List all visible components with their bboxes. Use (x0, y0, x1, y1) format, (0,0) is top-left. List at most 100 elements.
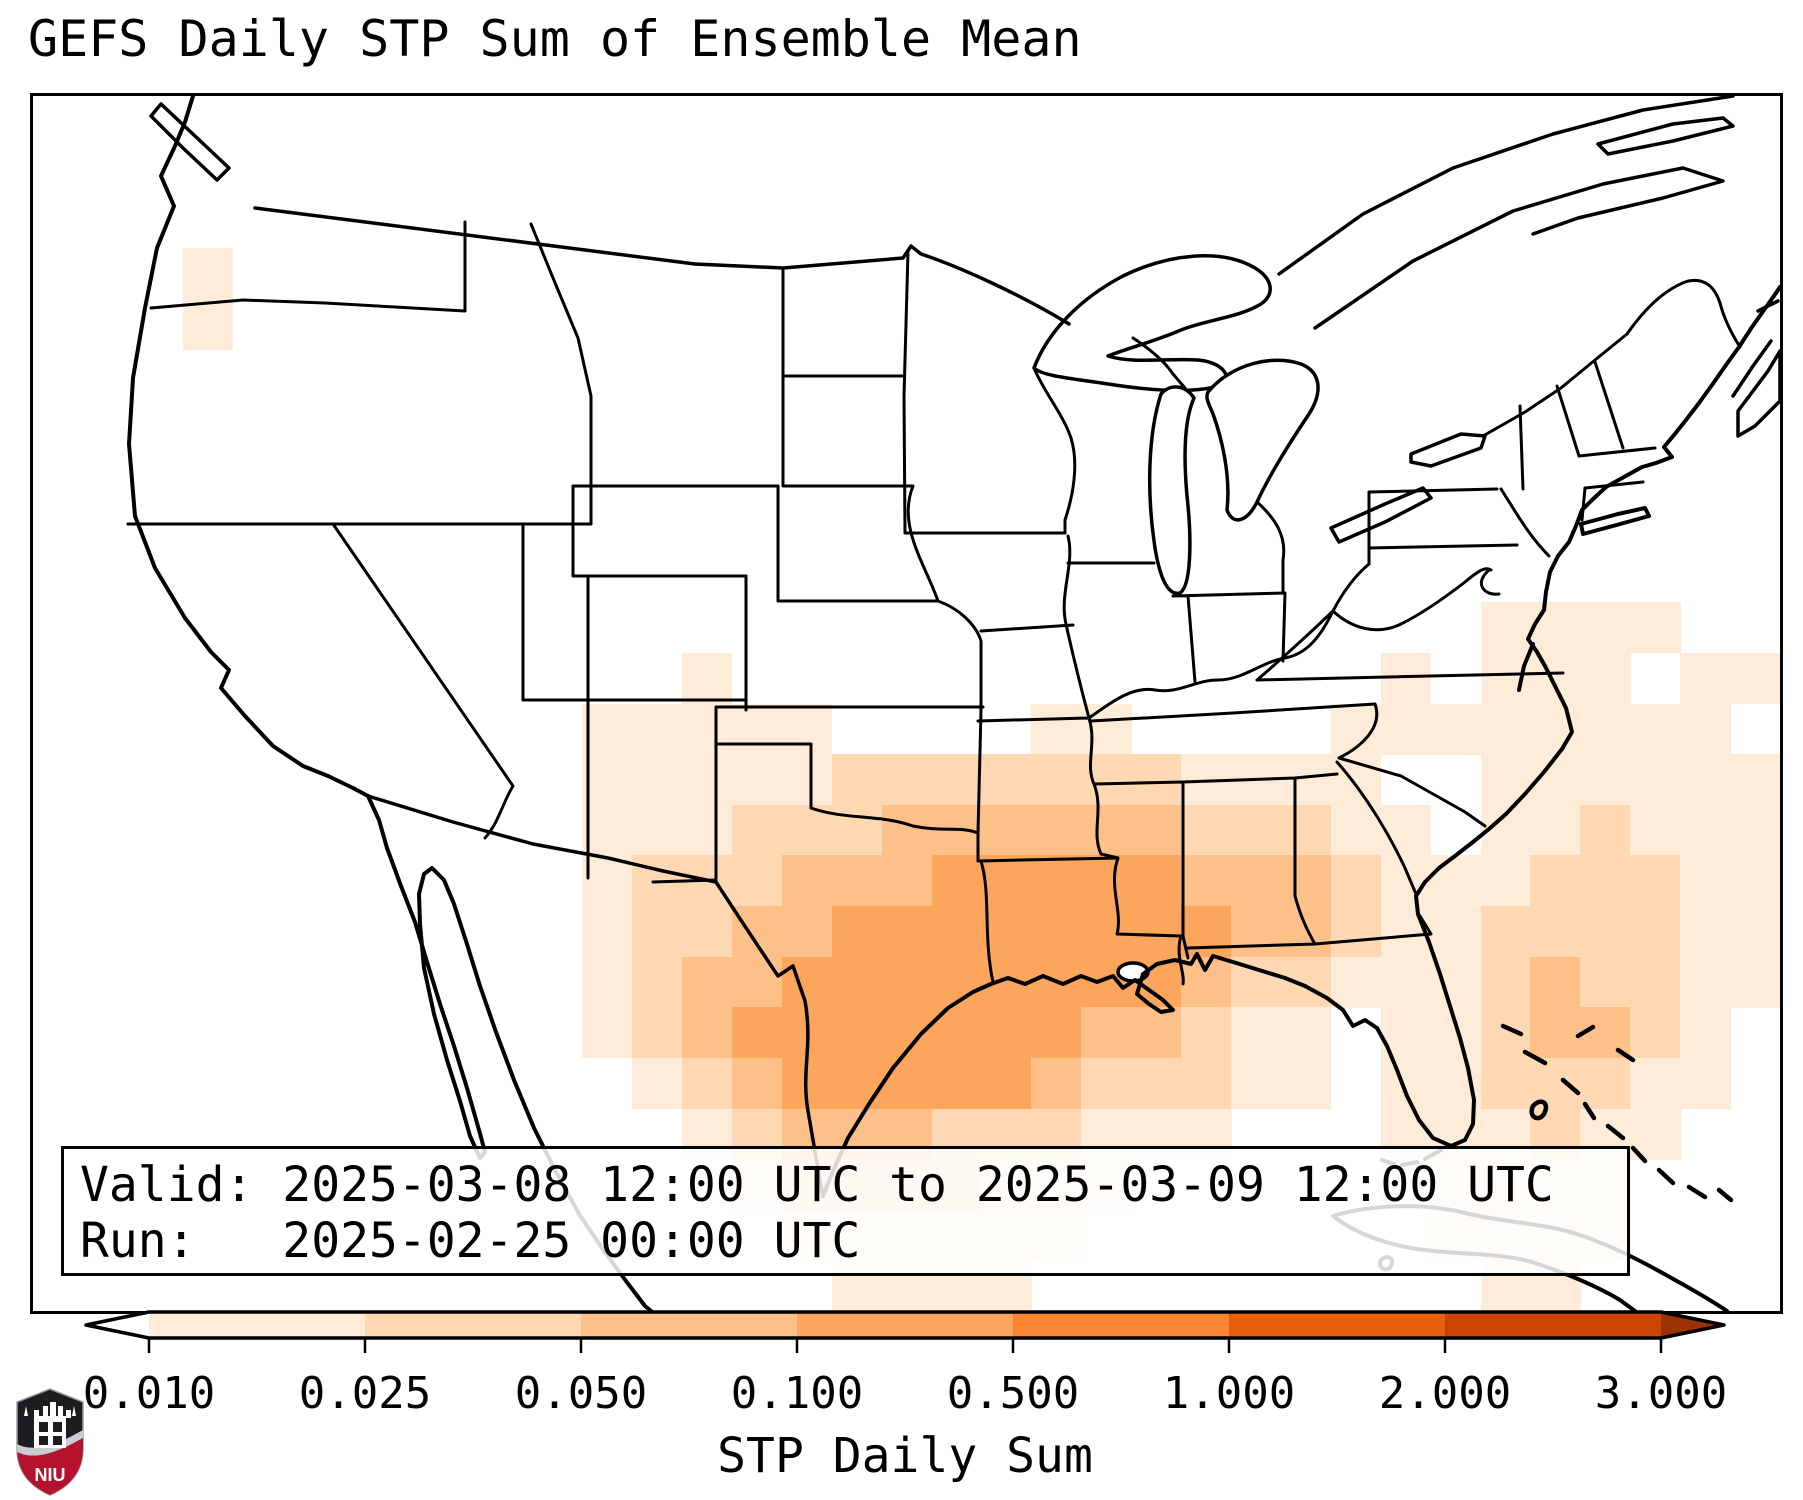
heatmap-cell (781, 855, 833, 907)
anticosti-island (1596, 116, 1735, 156)
heatmap-cell (831, 906, 883, 958)
heatmap-cell (1630, 602, 1681, 654)
heatmap-cell (681, 652, 733, 705)
heatmap-cell (632, 804, 683, 856)
heatmap-cell (1131, 906, 1182, 958)
heatmap-cell (632, 956, 683, 1008)
stp-heatmap-layer (33, 96, 1780, 1311)
heatmap-cell (182, 298, 234, 350)
heatmap-cell (1630, 703, 1681, 755)
heatmap-cell (1580, 602, 1631, 654)
heatmap-cell (1330, 804, 1382, 856)
heatmap-cell (731, 855, 783, 907)
canada-features (1277, 96, 1780, 438)
niu-red-band (17, 1438, 83, 1495)
heatmap-cell (1680, 703, 1731, 755)
heatmap-cell (1430, 1007, 1482, 1059)
heatmap-cell (1630, 1057, 1681, 1110)
colorbar-segment (1229, 1312, 1446, 1338)
colorbar-tick-label-5: 1.000 (1162, 1368, 1296, 1419)
heatmap-cell (881, 754, 932, 806)
western-state-lines (126, 220, 780, 884)
heatmap-cell (1081, 855, 1132, 907)
heatmap-cell (1081, 1007, 1132, 1059)
heatmap-cell (1630, 804, 1681, 856)
heatmap-cell (1280, 1057, 1332, 1110)
heatmap-cell (731, 703, 783, 755)
heatmap-cell (1230, 804, 1282, 856)
heatmap-cell (731, 1057, 783, 1110)
heatmap-cell (881, 1057, 932, 1110)
heatmap-cell (1580, 855, 1631, 907)
heatmap-cell (1430, 855, 1482, 907)
heatmap-cell (881, 956, 932, 1008)
heatmap-cell (731, 754, 783, 806)
heatmap-cell (1480, 703, 1531, 755)
heatmap-cell (1580, 1057, 1631, 1110)
heatmap-cell (1580, 1007, 1631, 1059)
info-valid-line: Valid: 2025-03-08 12:00 UTC to 2025-03-0… (80, 1157, 1554, 1213)
heatmap-cell (1081, 804, 1132, 856)
heatmap-cell (681, 956, 733, 1008)
heatmap-cell (1680, 652, 1731, 705)
heatmap-cell (1730, 906, 1780, 958)
plains-state-lines (714, 250, 1075, 884)
heatmap-cell (1081, 703, 1132, 755)
heatmap-cell (931, 906, 982, 958)
colorbar-segment (1013, 1312, 1230, 1338)
heatmap-cell (1530, 855, 1581, 907)
heatmap-cell (1630, 1007, 1681, 1059)
niu-logo-text: NIU (35, 1465, 66, 1485)
colorbar-segment (1445, 1312, 1662, 1338)
heatmap-cell (1580, 652, 1631, 705)
heatmap-cell (1480, 1057, 1531, 1110)
heatmap-cell (582, 906, 633, 958)
heatmap-cell (931, 1057, 982, 1110)
heatmap-cell (1480, 855, 1531, 907)
heatmap-cell (781, 804, 833, 856)
heatmap-cell (731, 956, 783, 1008)
st-lawrence-north-shore (1277, 96, 1735, 276)
info-run-line: Run: 2025-02-25 00:00 UTC (80, 1213, 861, 1269)
lake-ontario (1409, 432, 1487, 468)
colorbar-segment (149, 1312, 366, 1338)
heatmap-cell (1530, 956, 1581, 1008)
heatmap-cell (1230, 1007, 1282, 1059)
colorbar-title: STP Daily Sum (717, 1428, 1093, 1484)
map-frame: Valid: 2025-03-08 12:00 UTC to 2025-03-0… (30, 93, 1783, 1314)
colorbar (84, 1310, 1726, 1353)
heatmap-cell (1181, 804, 1232, 856)
colorbar-segment (581, 1312, 798, 1338)
heatmap-cell (1530, 906, 1581, 958)
colorbar-tick-label-7: 3.000 (1594, 1368, 1728, 1419)
heatmap-cell (1081, 906, 1132, 958)
heatmap-cell (1031, 1007, 1082, 1059)
heatmap-cell (632, 1007, 683, 1059)
heatmap-cell (1330, 855, 1382, 907)
heatmap-cell (1131, 1007, 1182, 1059)
heatmap-cell (1730, 956, 1780, 1008)
heatmap-cell (1031, 804, 1082, 856)
heatmap-cell (1181, 1057, 1232, 1110)
heatmap-cell (931, 956, 982, 1008)
heatmap-cell (681, 703, 733, 755)
heatmap-cell (632, 754, 683, 806)
heatmap-cell (1730, 804, 1780, 856)
heatmap-cell (1480, 956, 1531, 1008)
heatmap-cell (781, 754, 833, 806)
heatmap-cell (1530, 1007, 1581, 1059)
heatmap-cell (731, 804, 783, 856)
heatmap-cell (831, 1007, 883, 1059)
heatmap-cell (1380, 804, 1432, 856)
eastern-state-lines (1255, 279, 1742, 682)
heatmap-cell (981, 754, 1032, 806)
heatmap-cell (1181, 1007, 1232, 1059)
state-borders (126, 206, 1742, 1198)
heatmap-cell (1330, 906, 1382, 958)
heatmap-cell (1031, 855, 1082, 907)
vancouver-island (149, 102, 231, 182)
bahamas-islands (1500, 1023, 1734, 1203)
heatmap-cell (1680, 855, 1731, 907)
heatmap-cell (1730, 754, 1780, 806)
heatmap-cell (1280, 855, 1332, 907)
